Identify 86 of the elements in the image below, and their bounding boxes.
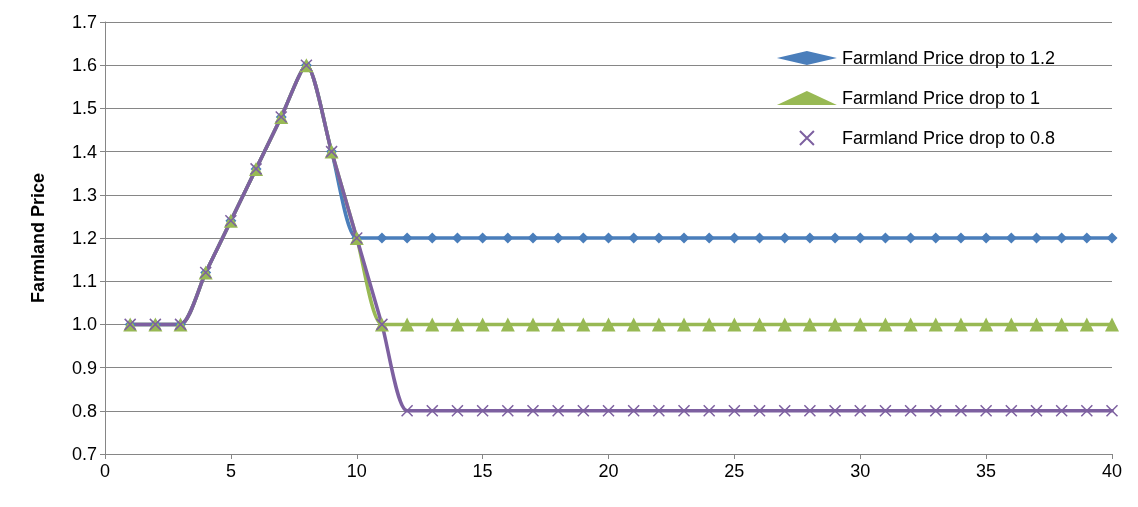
point xyxy=(1029,317,1044,332)
point xyxy=(1105,317,1119,332)
point xyxy=(778,404,791,418)
y-tick-label: 1.2 xyxy=(71,228,97,248)
point xyxy=(904,404,917,418)
point xyxy=(1005,404,1018,418)
x-tick-label: 35 xyxy=(976,461,997,481)
y-tick-label: 1.6 xyxy=(71,55,97,76)
point xyxy=(551,317,566,332)
y-tick-label: 1.7 xyxy=(71,12,97,32)
point xyxy=(500,317,515,332)
x-tick-label: 20 xyxy=(598,461,619,481)
legend-label: Farmland Price drop to 1 xyxy=(841,88,1040,108)
point xyxy=(879,404,892,418)
point xyxy=(1105,404,1119,418)
point xyxy=(1055,404,1068,418)
point xyxy=(752,317,767,332)
y-tick-label: 1.5 xyxy=(71,98,97,119)
y-tick-label: 1.3 xyxy=(71,184,97,205)
point xyxy=(475,317,490,332)
x-tick-label: 5 xyxy=(225,461,236,481)
point xyxy=(652,404,666,418)
point xyxy=(1004,317,1019,332)
point xyxy=(677,317,692,332)
point xyxy=(1106,232,1118,244)
point xyxy=(601,317,616,332)
point xyxy=(627,404,640,418)
point xyxy=(426,404,439,418)
point xyxy=(828,404,842,418)
point xyxy=(501,404,515,418)
point xyxy=(954,404,968,418)
y-axis-title: Farmland Price xyxy=(28,172,48,304)
point xyxy=(526,404,540,418)
point xyxy=(903,317,918,332)
point xyxy=(854,404,867,418)
point xyxy=(1080,404,1094,418)
point xyxy=(577,404,590,418)
point xyxy=(651,317,666,332)
point xyxy=(551,404,565,418)
point xyxy=(753,404,766,418)
point xyxy=(525,317,540,332)
point xyxy=(603,232,614,244)
point xyxy=(677,404,691,418)
x-tick-label: 30 xyxy=(850,461,871,481)
point xyxy=(777,317,792,332)
point xyxy=(400,404,414,418)
point xyxy=(451,404,464,418)
legend-label: Farmland Price drop to 0.8 xyxy=(841,128,1056,148)
point xyxy=(1054,317,1069,332)
y-tick-label: 0.9 xyxy=(71,357,97,378)
point xyxy=(602,404,615,418)
legend-label: Farmland Price drop to 1.2 xyxy=(841,48,1056,68)
point xyxy=(527,232,539,244)
y-tick-label: 0.8 xyxy=(71,400,97,421)
x-tick-label: 15 xyxy=(472,461,493,481)
point xyxy=(828,317,843,332)
y-tick-label: 1.4 xyxy=(71,141,97,162)
x-tick-label: 40 xyxy=(1101,461,1123,481)
point xyxy=(853,317,868,332)
point xyxy=(576,317,591,332)
y-tick-label: 1.1 xyxy=(71,271,97,292)
point xyxy=(1030,404,1043,418)
point xyxy=(626,317,641,332)
y-tick-label: 0.7 xyxy=(71,444,97,464)
point xyxy=(979,404,993,418)
point xyxy=(802,317,817,332)
point xyxy=(678,232,690,244)
point xyxy=(803,404,817,418)
point xyxy=(953,317,968,332)
point xyxy=(727,317,742,332)
y-tick-label: 1.0 xyxy=(71,314,97,335)
point xyxy=(450,317,465,332)
point xyxy=(425,317,440,332)
point xyxy=(928,317,943,332)
point xyxy=(476,404,489,418)
point xyxy=(702,404,716,418)
point xyxy=(878,317,893,332)
point xyxy=(929,404,943,418)
point xyxy=(400,317,415,332)
x-tick-label: 10 xyxy=(346,461,367,481)
point xyxy=(979,317,994,332)
point xyxy=(1079,317,1094,332)
point xyxy=(702,317,717,332)
x-tick-label: 0 xyxy=(99,461,111,481)
x-tick-label: 25 xyxy=(724,461,745,481)
point xyxy=(728,404,741,418)
